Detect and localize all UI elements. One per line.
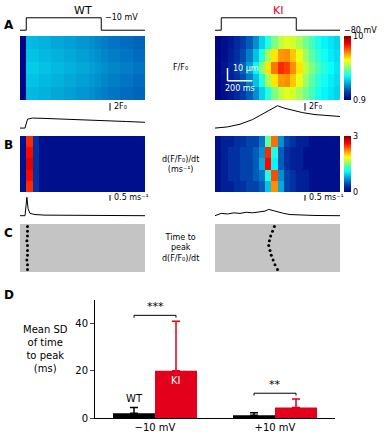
svg-text:d(F/F₀)/dt(ms⁻¹): d(F/F₀)/dt(ms⁻¹)	[162, 155, 199, 174]
svg-text:**: **	[269, 378, 281, 391]
svg-text:2F₀: 2F₀	[114, 102, 127, 111]
svg-text:WT: WT	[126, 393, 143, 404]
svg-text:10: 10	[353, 32, 363, 41]
svg-text:2F₀: 2F₀	[309, 102, 322, 111]
svg-text:3: 3	[353, 132, 358, 141]
svg-text:20: 20	[75, 365, 88, 376]
svg-text:B: B	[4, 138, 13, 152]
svg-text:D: D	[4, 288, 14, 302]
svg-text:−10 mV: −10 mV	[135, 422, 176, 433]
svg-text:C: C	[4, 226, 13, 240]
svg-text:+10 mV: +10 mV	[255, 422, 296, 433]
svg-text:0.5 ms⁻¹: 0.5 ms⁻¹	[114, 193, 149, 202]
svg-text:−10 mV: −10 mV	[105, 13, 138, 22]
svg-text:0.9: 0.9	[353, 96, 366, 105]
svg-text:A: A	[4, 18, 14, 32]
svg-text:KI: KI	[273, 4, 283, 17]
svg-text:0: 0	[82, 413, 88, 424]
svg-text:10 µm: 10 µm	[233, 64, 259, 73]
svg-text:−80 mV: −80 mV	[344, 26, 377, 35]
svg-text:KI: KI	[171, 375, 181, 386]
svg-text:200 ms: 200 ms	[225, 84, 255, 93]
svg-text:***: ***	[147, 300, 164, 313]
svg-text:40: 40	[75, 318, 88, 329]
svg-text:WT: WT	[74, 4, 92, 17]
svg-text:Time topeakd(F/F₀)/dt: Time topeakd(F/F₀)/dt	[162, 233, 199, 263]
svg-text:Mean SDof timeto peak(ms): Mean SDof timeto peak(ms)	[23, 324, 68, 374]
svg-text:0.5 ms⁻¹: 0.5 ms⁻¹	[309, 193, 344, 202]
svg-text:0: 0	[353, 188, 358, 197]
svg-text:F/F₀: F/F₀	[173, 63, 188, 72]
